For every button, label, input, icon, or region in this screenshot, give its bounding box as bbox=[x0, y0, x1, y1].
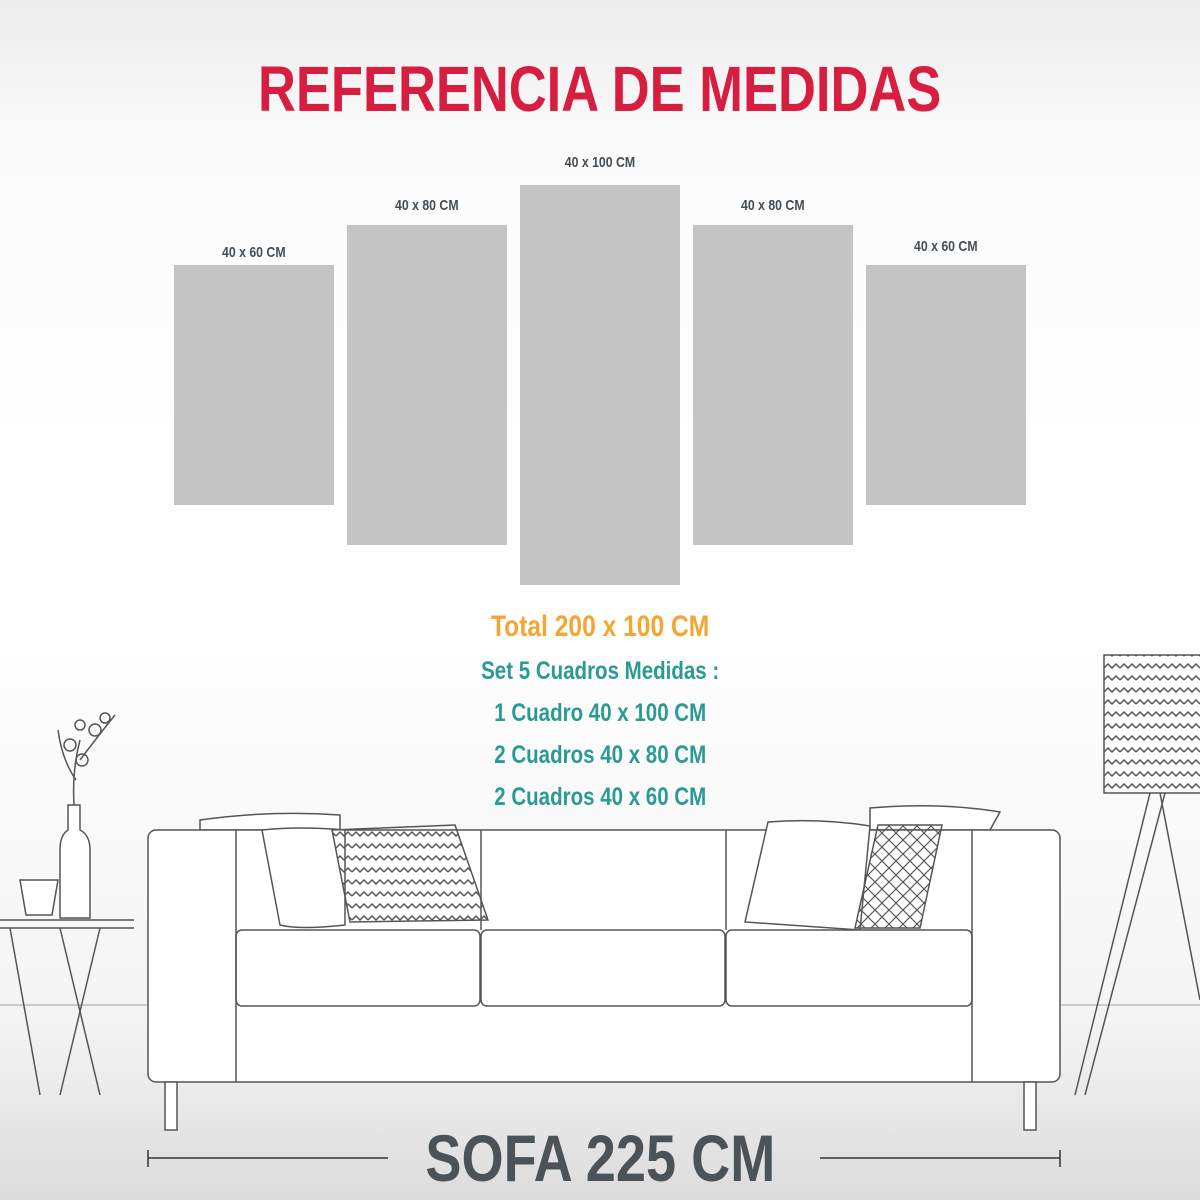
set-line: 1 Cuadro 40 x 100 CM bbox=[494, 699, 706, 727]
sofa-size-label: SOFA 225 CM bbox=[425, 1121, 775, 1195]
panel-label: 40 x 80 CM bbox=[741, 197, 805, 214]
set-line: 2 Cuadros 40 x 60 CM bbox=[494, 783, 706, 811]
page-title: REFERENCIA DE MEDIDAS bbox=[258, 53, 942, 125]
set-line: 2 Cuadros 40 x 80 CM bbox=[494, 741, 706, 769]
panel-label: 40 x 80 CM bbox=[395, 197, 459, 214]
canvas-panel-4 bbox=[693, 225, 853, 545]
canvas-panel-3 bbox=[520, 185, 680, 585]
panel-label: 40 x 60 CM bbox=[914, 238, 978, 255]
panel-label: 40 x 100 CM bbox=[564, 154, 636, 171]
side-table-drawing bbox=[0, 712, 134, 1096]
canvas-panel-1 bbox=[174, 265, 334, 505]
sofa-dimension-line bbox=[147, 1150, 1061, 1167]
sofa-drawing bbox=[147, 805, 1061, 1131]
floor-lamp-drawing bbox=[1074, 654, 1200, 1096]
canvas-panel-2 bbox=[347, 225, 507, 545]
canvas-panel-5 bbox=[866, 265, 1026, 505]
panel-label: 40 x 60 CM bbox=[222, 244, 286, 261]
set-heading: Set 5 Cuadros Medidas : bbox=[480, 657, 720, 685]
total-size: Total 200 x 100 CM bbox=[490, 610, 710, 643]
